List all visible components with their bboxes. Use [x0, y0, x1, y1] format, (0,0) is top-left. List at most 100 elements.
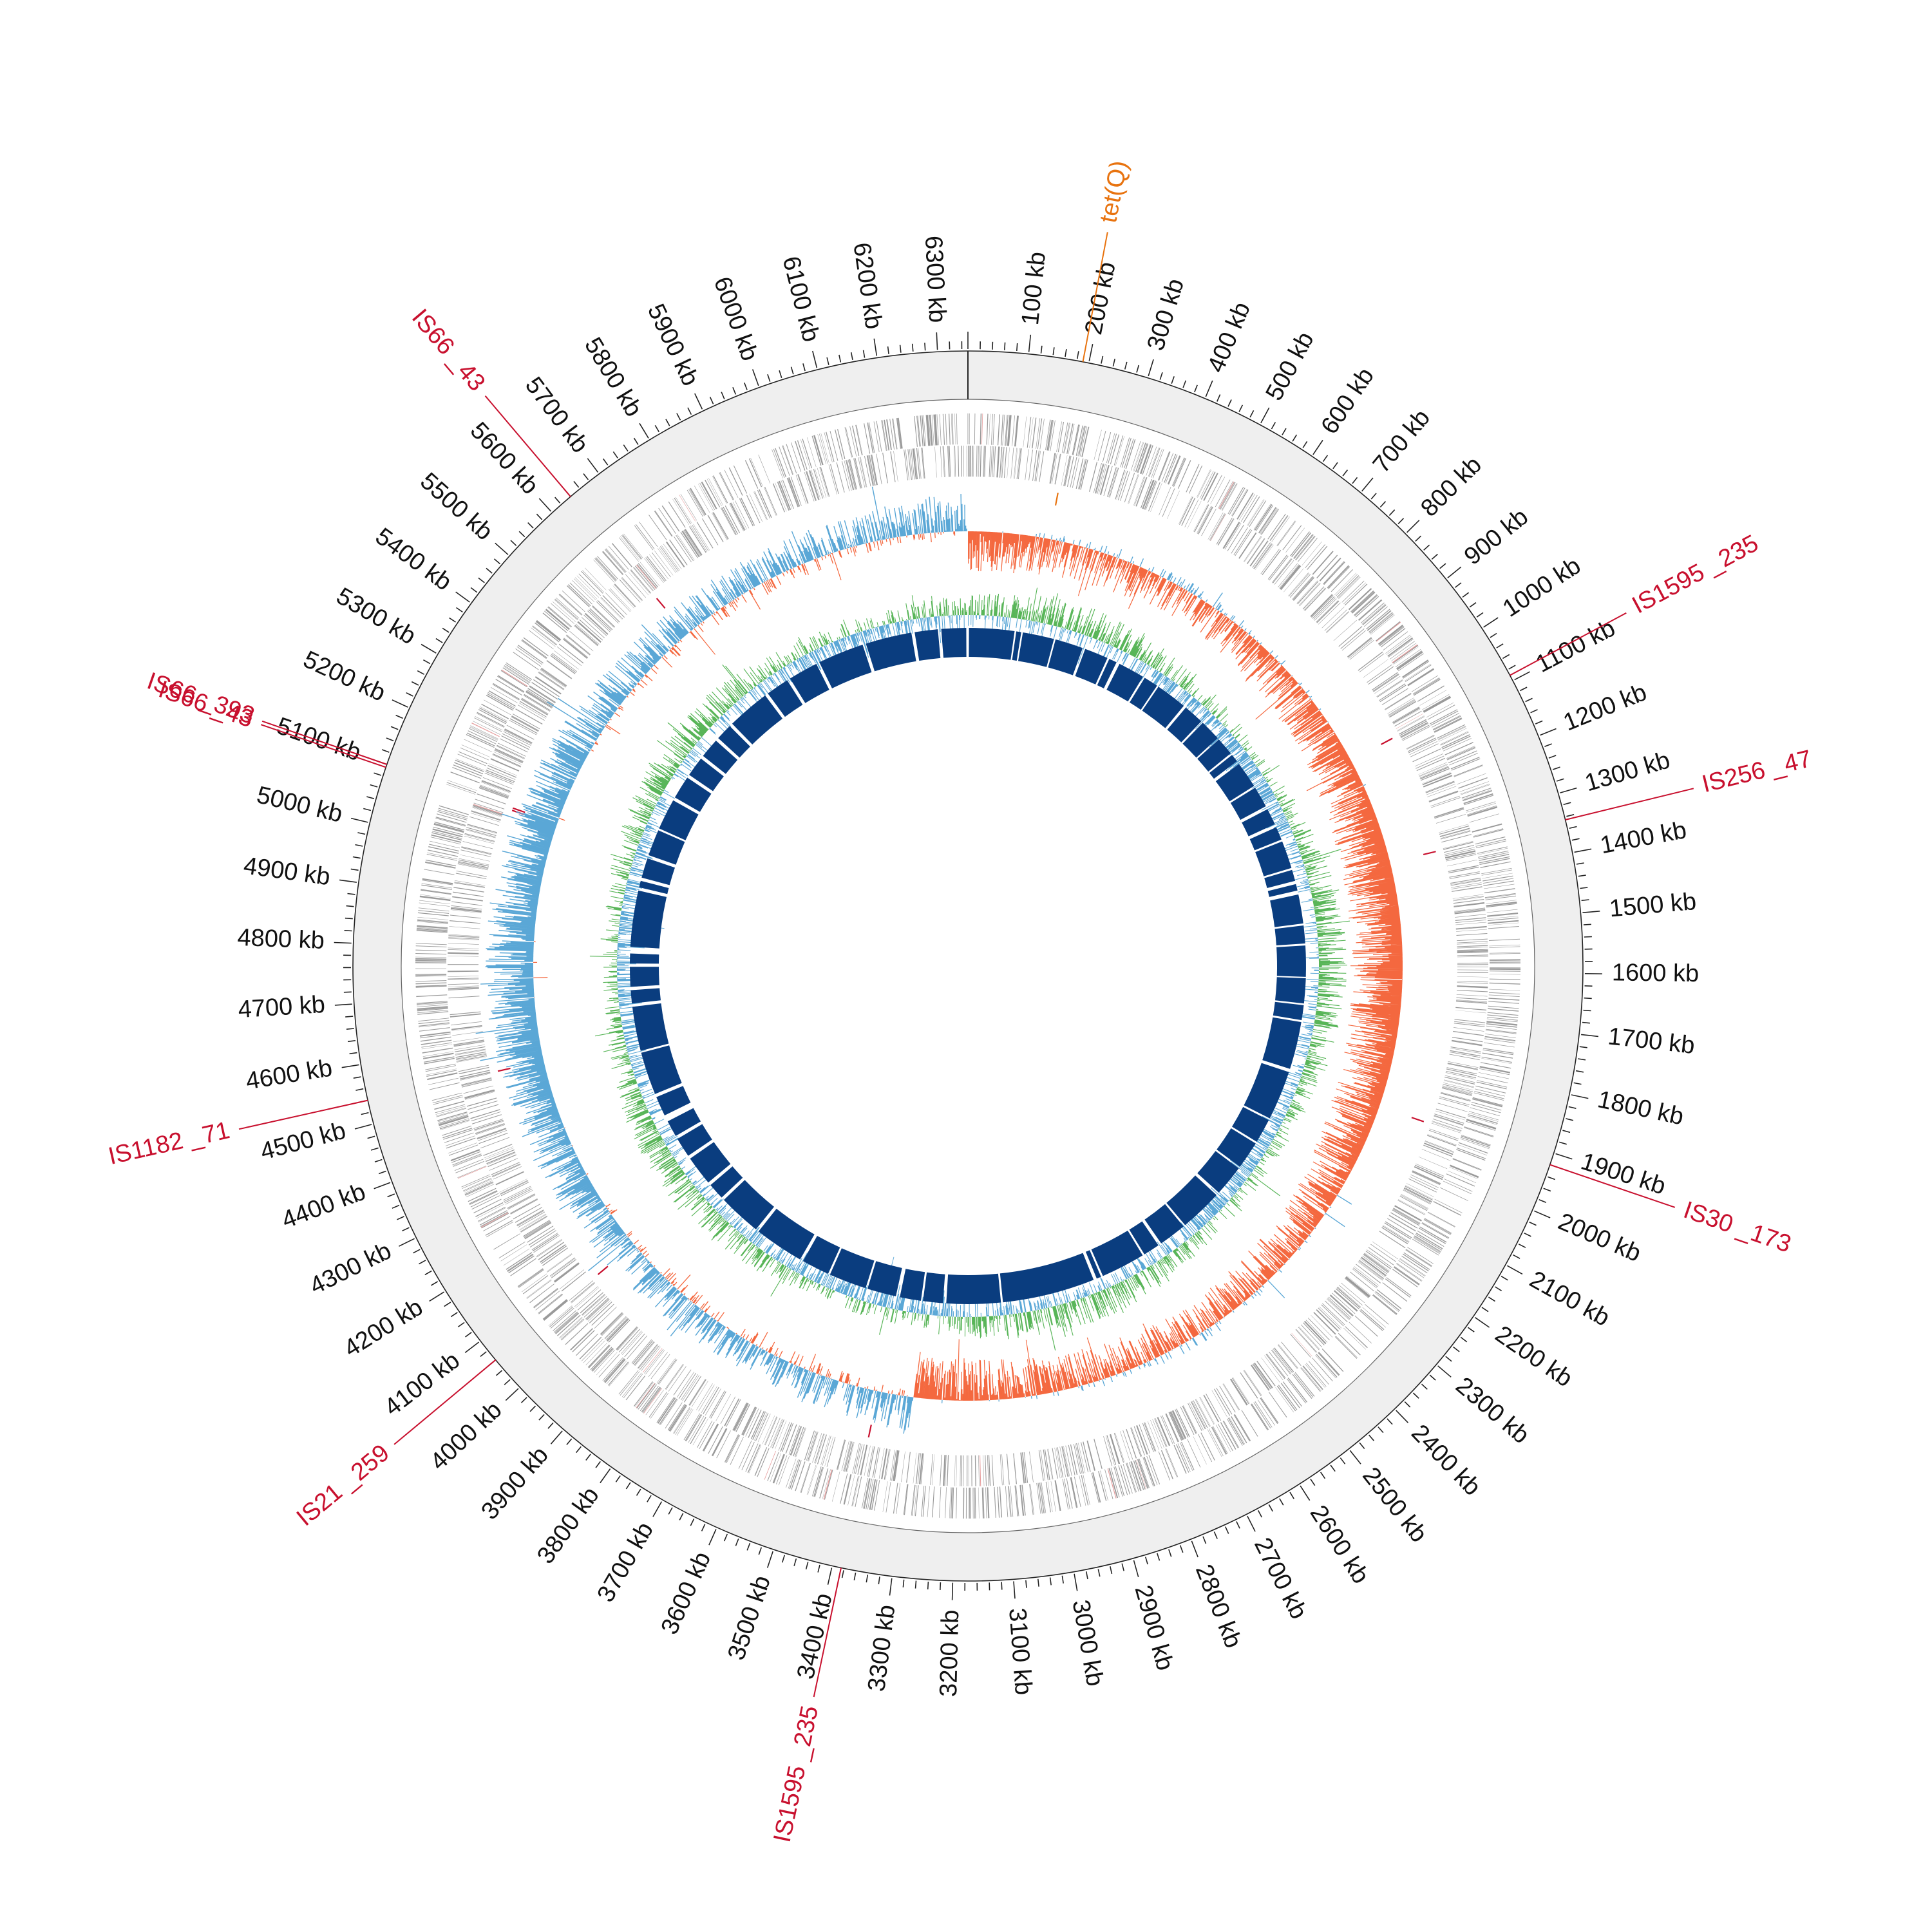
- tick-label: 6200 kb: [848, 241, 887, 331]
- homology-block: [1275, 977, 1306, 1004]
- tick-label: 3400 kb: [792, 1591, 838, 1681]
- annotation-leader-line: [484, 395, 571, 497]
- homology-block: [946, 1273, 1001, 1304]
- is-marker: [513, 807, 526, 813]
- annotation-leader-line: [1510, 612, 1627, 676]
- annotation-label: IS1595 _235: [1628, 530, 1763, 620]
- tick-label: 1000 kb: [1498, 552, 1586, 622]
- homology-block: [923, 1272, 945, 1303]
- homology-block: [659, 800, 699, 840]
- gc-content-negative: [617, 615, 1319, 1317]
- homology-block: [1075, 649, 1108, 685]
- tick-label: 3900 kb: [476, 1441, 554, 1525]
- annotation-label: IS1182 _71: [106, 1117, 232, 1170]
- homology-block: [630, 890, 667, 949]
- annotation-leader-line: [238, 1099, 368, 1130]
- homology-block: [1255, 841, 1292, 876]
- homology-block: [802, 1236, 840, 1274]
- tick-label: 4400 kb: [278, 1178, 369, 1234]
- tick-label: 4200 kb: [339, 1294, 428, 1363]
- homology-block: [969, 628, 1015, 660]
- tick-label: 1600 kb: [1612, 959, 1700, 987]
- homology-block: [703, 741, 738, 774]
- tick-label: 3000 kb: [1067, 1598, 1109, 1688]
- tick-label: 1200 kb: [1560, 679, 1651, 737]
- tick-label: 2700 kb: [1249, 1533, 1312, 1624]
- tick-label: 6300 kb: [920, 235, 951, 323]
- homology-block: [941, 628, 967, 658]
- homology-block: [1048, 639, 1083, 676]
- tick-label: 1500 kb: [1608, 888, 1697, 923]
- tick-label: 2800 kb: [1190, 1561, 1247, 1652]
- homology-block: [900, 1269, 925, 1301]
- homology-block: [1085, 1250, 1101, 1279]
- tick-label: 5400 kb: [370, 523, 457, 596]
- tick-label: 1800 kb: [1595, 1086, 1686, 1130]
- annotation-label: IS66 _393: [144, 667, 258, 729]
- tick-label: 3200 kb: [935, 1609, 964, 1697]
- is-marker: [497, 1067, 511, 1072]
- homology-block: [1273, 1001, 1304, 1021]
- homology-block: [866, 632, 916, 672]
- tick-label: 4100 kb: [379, 1347, 465, 1421]
- tick-label: 700 kb: [1368, 404, 1435, 478]
- tick-label: 5800 kb: [579, 333, 647, 421]
- homology-block: [1262, 1017, 1302, 1069]
- homology-block: [630, 988, 661, 1004]
- tick-label: 100 kb: [1017, 251, 1051, 327]
- is-marker: [1055, 493, 1059, 506]
- annotation-label: tet(Q): [1095, 158, 1133, 225]
- homology-block: [1142, 687, 1184, 728]
- homology-block: [819, 645, 872, 688]
- homology-block: [1018, 632, 1054, 667]
- homology-block: [641, 858, 675, 886]
- homology-block: [1097, 659, 1117, 688]
- homology-block: [1217, 1128, 1256, 1167]
- tick-label: 400 kb: [1202, 298, 1256, 376]
- homology-block: [639, 880, 669, 895]
- tick-label: 3500 kb: [723, 1572, 776, 1663]
- tick-label: 1400 kb: [1598, 817, 1689, 859]
- homology-block: [689, 758, 724, 791]
- tick-label: 4900 kb: [242, 852, 332, 891]
- homology-block: [1249, 827, 1282, 851]
- homology-block: [914, 629, 941, 661]
- is-marker: [597, 1265, 609, 1275]
- annotation-leader-line: [1549, 1164, 1676, 1208]
- homology-block: [630, 953, 659, 964]
- gc-content-positive: [589, 587, 1350, 1350]
- homology-block: [1144, 1204, 1184, 1244]
- homology-block: [1197, 1151, 1239, 1193]
- homology-block: [1270, 894, 1303, 927]
- tick-label: 2100 kb: [1525, 1266, 1615, 1332]
- tick-label: 2300 kb: [1450, 1372, 1534, 1450]
- tick-label: 5900 kb: [642, 300, 704, 390]
- homology-block: [641, 1045, 682, 1094]
- homology-block: [1012, 631, 1021, 661]
- tick-label: 2900 kb: [1129, 1582, 1179, 1674]
- tick-label: 4800 kb: [237, 924, 325, 954]
- backbone-ring: [352, 350, 1584, 1582]
- homology-block: [632, 1003, 669, 1051]
- tick-label: 4600 kb: [244, 1054, 334, 1095]
- tick-label: 5200 kb: [299, 646, 389, 707]
- tick-label: 6000 kb: [708, 273, 763, 364]
- gc-content-track: [589, 587, 1350, 1350]
- homology-block: [630, 967, 659, 987]
- homology-block: [1276, 945, 1306, 977]
- homology-block: [1182, 723, 1218, 758]
- homology-block: [790, 663, 829, 703]
- tick-label: 3700 kb: [592, 1518, 659, 1607]
- tick-label: 5000 kb: [254, 781, 345, 828]
- tick-label: 2200 kb: [1490, 1321, 1577, 1393]
- homology-block: [674, 777, 712, 812]
- homology-block: [1167, 707, 1202, 743]
- homology-block: [1264, 869, 1296, 888]
- tick-label: 2000 kb: [1554, 1208, 1645, 1267]
- homology-block: [724, 1180, 774, 1229]
- homology-block: [1130, 677, 1157, 710]
- annotation-label: IS1595 _235: [769, 1703, 824, 1845]
- homology-block: [667, 1108, 701, 1136]
- homology-block: [656, 1086, 691, 1115]
